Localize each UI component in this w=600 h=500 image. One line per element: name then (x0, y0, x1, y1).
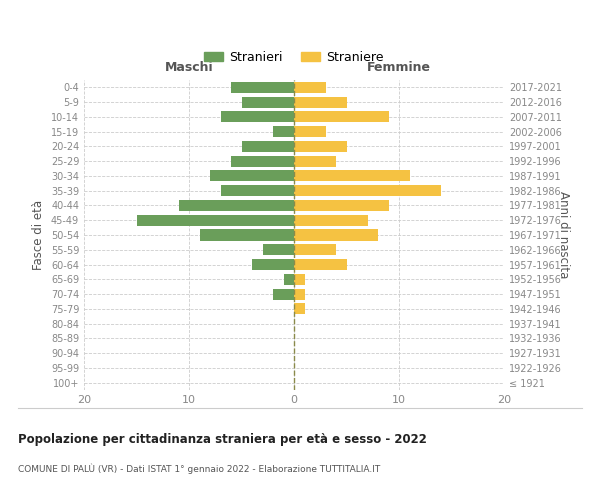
Bar (273, 288, 294, 300)
Bar (294, 259, 347, 270)
Bar (221, 112, 294, 122)
Bar (273, 126, 294, 137)
Bar (231, 156, 294, 166)
Y-axis label: Anni di nascita: Anni di nascita (557, 192, 570, 278)
Text: Femmine: Femmine (367, 61, 431, 74)
Bar (179, 200, 294, 211)
Text: COMUNE DI PALÙ (VR) - Dati ISTAT 1° gennaio 2022 - Elaborazione TUTTITALIA.IT: COMUNE DI PALÙ (VR) - Dati ISTAT 1° genn… (18, 464, 380, 474)
Bar (294, 200, 389, 211)
Bar (137, 214, 294, 226)
Bar (210, 170, 294, 181)
Bar (241, 96, 294, 108)
Bar (294, 304, 305, 314)
Bar (294, 185, 441, 196)
Text: Popolazione per cittadinanza straniera per età e sesso - 2022: Popolazione per cittadinanza straniera p… (18, 432, 427, 446)
Bar (294, 274, 305, 285)
Bar (294, 288, 305, 300)
Bar (294, 170, 409, 181)
Bar (294, 156, 336, 166)
Bar (252, 259, 294, 270)
Bar (294, 112, 389, 122)
Bar (294, 230, 378, 240)
Bar (241, 141, 294, 152)
Bar (294, 214, 367, 226)
Bar (294, 82, 325, 93)
Y-axis label: Fasce di età: Fasce di età (32, 200, 45, 270)
Bar (199, 230, 294, 240)
Text: Maschi: Maschi (164, 61, 214, 74)
Legend: Stranieri, Straniere: Stranieri, Straniere (199, 46, 389, 69)
Bar (221, 185, 294, 196)
Bar (294, 244, 336, 256)
Bar (294, 126, 325, 137)
Bar (294, 141, 347, 152)
Bar (263, 244, 294, 256)
Bar (294, 96, 347, 108)
Bar (231, 82, 294, 93)
Bar (284, 274, 294, 285)
